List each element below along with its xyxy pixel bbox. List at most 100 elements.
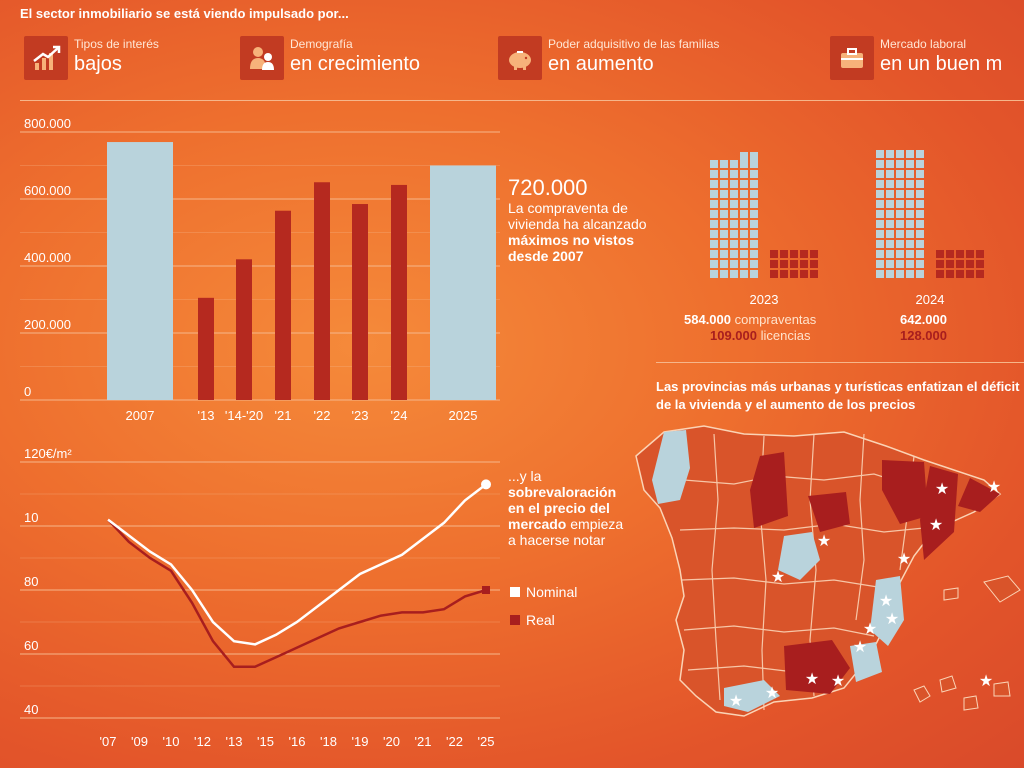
divider — [656, 362, 1024, 363]
unit-block — [916, 250, 924, 258]
driver-purchasing-power: Poder adquisitivo de las familias en aum… — [498, 36, 719, 80]
unit-block — [906, 180, 914, 188]
star-icon: ★ — [863, 621, 877, 638]
unit-block — [720, 230, 728, 238]
unit-block — [956, 270, 964, 278]
price-callout: ...y la sobrevaloración en el precio del… — [508, 468, 628, 548]
unit-block — [896, 210, 904, 218]
star-icon: ★ — [765, 685, 779, 702]
unit-block — [740, 152, 748, 160]
x-tick-label: '22 — [314, 408, 331, 423]
unit-block — [906, 230, 914, 238]
unit-block — [720, 250, 728, 258]
briefcase-icon — [830, 36, 874, 80]
unit-block — [710, 260, 718, 268]
bar-'13 — [198, 297, 214, 400]
x-tick-label: '20 — [383, 734, 400, 749]
province-borders — [679, 433, 925, 711]
unit-block — [876, 260, 884, 268]
driver-label: Poder adquisitivo de las familias — [548, 37, 720, 51]
bar-2025 — [430, 165, 496, 400]
bar-'23 — [352, 204, 368, 400]
unit-block — [710, 170, 718, 178]
unit-block — [770, 260, 778, 268]
y-tick-label: 400.000 — [24, 250, 71, 265]
y-tick-label: 10 — [24, 510, 38, 525]
unit-block — [730, 200, 738, 208]
unit-block — [976, 250, 984, 258]
star-icon: ★ — [897, 551, 911, 568]
unit-block — [876, 240, 884, 248]
driver-demography: Demografía en crecimiento — [240, 36, 420, 80]
stat-2023: 584.000 compraventas 109.000 licencias — [684, 312, 816, 344]
x-tick-label: '25 — [478, 734, 495, 749]
unit-block — [740, 180, 748, 188]
licences-value: 109.000 — [710, 328, 757, 343]
unit-block — [720, 210, 728, 218]
driver-label: Tipos de interés — [74, 37, 159, 51]
unit-block — [710, 250, 718, 258]
unit-block — [720, 200, 728, 208]
unit-block — [750, 180, 758, 188]
unit-block — [750, 210, 758, 218]
unit-block — [780, 250, 788, 258]
series-real — [107, 518, 487, 669]
star-icon: ★ — [885, 611, 899, 628]
unit-block — [720, 270, 728, 278]
x-tick-label: '23 — [352, 408, 369, 423]
driver-value: en aumento — [548, 53, 654, 75]
x-tick-label: '21 — [275, 408, 292, 423]
bar-'21 — [275, 210, 291, 400]
unit-block — [750, 250, 758, 258]
unit-block — [730, 160, 738, 168]
unit-block — [730, 250, 738, 258]
unit-block — [886, 250, 894, 258]
unit-block — [906, 270, 914, 278]
legend-label: Nominal — [526, 584, 578, 600]
star-icon: ★ — [929, 517, 943, 534]
unit-block — [750, 270, 758, 278]
province-dark-3 — [882, 460, 928, 524]
unit-block — [886, 230, 894, 238]
unit-block — [886, 200, 894, 208]
unit-block — [720, 220, 728, 228]
x-tick-label: '07 — [100, 734, 117, 749]
unit-block — [976, 260, 984, 268]
unit-block — [896, 190, 904, 198]
unit-block — [936, 260, 944, 268]
callout-bold: máximos no vistos desde 2007 — [508, 232, 635, 264]
unit-block — [916, 230, 924, 238]
rising-chart-icon — [24, 36, 68, 80]
unit-block — [740, 200, 748, 208]
callout-text: La compraventa de vivienda ha alcanzado — [508, 200, 647, 232]
unit-block — [740, 190, 748, 198]
unit-block — [916, 190, 924, 198]
unit-block — [886, 270, 894, 278]
unit-block — [886, 210, 894, 218]
star-icon: ★ — [935, 481, 949, 498]
unit-block — [876, 190, 884, 198]
sales-bar-chart: 0 200.000 400.000 600.000 800.000 2007 '13 '14… — [20, 116, 500, 423]
year-2024: 2024 — [915, 292, 945, 307]
unit-block — [876, 220, 884, 228]
unit-block — [916, 240, 924, 248]
unit-block — [906, 160, 914, 168]
driver-value: bajos — [74, 53, 122, 75]
unit-block — [916, 160, 924, 168]
unit-block — [740, 260, 748, 268]
unit-block — [936, 250, 944, 258]
spain-provinces-map: ★ ★★★★★★★★★★ ★★★★ — [635, 425, 1021, 717]
unit-block — [710, 160, 718, 168]
x-tick-label: 2007 — [126, 408, 155, 423]
star-icon: ★ — [831, 673, 845, 690]
unit-block — [750, 152, 758, 160]
unit-block — [906, 190, 914, 198]
map-title: Las provincias más urbanas y turísticas … — [656, 379, 1020, 412]
piggy-bank-icon — [498, 36, 542, 80]
bar-2007 — [107, 142, 173, 401]
unit-block — [750, 200, 758, 208]
province-light-5 — [724, 680, 780, 712]
star-icon: ★ — [771, 569, 785, 586]
unit-block — [730, 170, 738, 178]
sales-value: 642.000 — [900, 312, 947, 327]
